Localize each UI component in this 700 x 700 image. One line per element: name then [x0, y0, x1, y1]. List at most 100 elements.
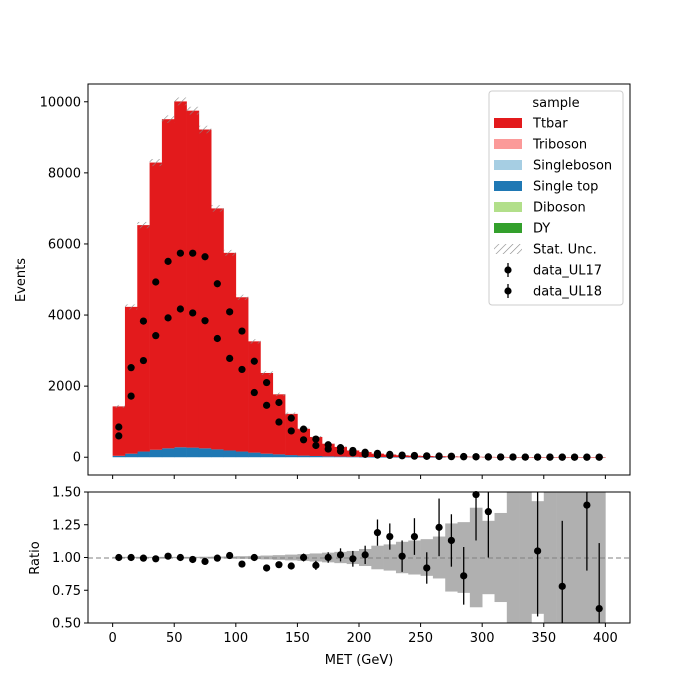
data-point-data_UL18 — [164, 314, 172, 322]
bar-ttbar — [198, 129, 212, 449]
bar-ttbar — [149, 162, 163, 450]
stat-unc-hatch — [260, 371, 273, 375]
data-point-data_UL18 — [324, 445, 332, 453]
ratio-point — [127, 553, 135, 562]
data-point-data_UL18 — [349, 449, 357, 457]
ratio-unc-bin — [568, 492, 582, 623]
stat-unc-hatch — [198, 125, 212, 134]
stat-unc-hatch — [186, 106, 199, 115]
x-axis-ticks-main — [112, 475, 606, 479]
bar-single-top — [272, 454, 286, 458]
data-point-data_UL17 — [312, 435, 320, 443]
bar-single-top — [211, 449, 224, 458]
stat-unc-hatch — [112, 404, 125, 408]
bar-single-top — [309, 455, 323, 458]
bar-ttbar — [186, 110, 200, 448]
ratio-y-tick-label: 1.50 — [52, 486, 81, 501]
ratio-unc-bin — [198, 556, 212, 559]
ratio-point — [423, 564, 431, 572]
data-point-data_UL18 — [299, 436, 308, 444]
ratio-point — [398, 552, 406, 560]
ratio-panel: 0.50 0.75 1.00 1.25 1.50 0 50 100 150 200 250 300 3… — [28, 486, 631, 668]
y-tick-label: 10000 — [40, 95, 81, 110]
ratio-unc-bin — [383, 544, 397, 571]
bar-ttbar — [174, 101, 187, 448]
main-histogram-panel: 0 2000 4000 6000 8000 10000 Events sample Ttb… — [14, 83, 631, 479]
stat-unc-hatch — [161, 115, 175, 124]
data-point-data_UL17 — [263, 378, 271, 387]
ratio-point — [349, 555, 357, 563]
ratio-point — [447, 536, 455, 545]
ratio-point — [534, 547, 542, 555]
stat-unc-hatch — [235, 294, 249, 300]
bar-single-top — [297, 455, 311, 458]
legend-label-single-top: Single top — [533, 180, 598, 195]
data-point-data_UL17 — [213, 280, 221, 288]
bar-single-top — [285, 455, 298, 458]
legend-label-singleboson: Singleboson — [533, 159, 612, 174]
ratio-point — [238, 560, 246, 568]
ratio-point — [460, 572, 468, 580]
ratio-point — [373, 529, 382, 537]
legend-label-ttbar: Ttbar — [532, 117, 568, 132]
ratio-point — [484, 508, 492, 516]
data-point-data_UL18 — [127, 392, 135, 400]
data-point-data_UL18 — [423, 452, 431, 460]
data-point-data_UL18 — [373, 451, 382, 459]
legend-label-data-ul17: data_UL17 — [533, 264, 602, 279]
bar-single-top — [322, 456, 335, 458]
data-point-data_UL18 — [386, 451, 394, 460]
x-tick-label: 350 — [531, 631, 556, 646]
y-tick-label: 6000 — [48, 237, 81, 252]
legend-label-diboson: Diboson — [533, 201, 586, 216]
data-point-data_UL18 — [250, 388, 258, 397]
ratio-unc-bin — [272, 555, 286, 560]
data-point-data_UL17 — [275, 398, 283, 407]
ratio-point — [139, 554, 148, 562]
legend-box — [488, 90, 624, 306]
ratio-point — [472, 491, 480, 499]
data-point-data_UL18 — [226, 354, 234, 363]
data-point-data_UL18 — [139, 356, 148, 365]
bar-single-top — [149, 449, 163, 458]
data-point-data_UL17 — [152, 278, 160, 286]
bar-ttbar — [112, 406, 126, 456]
y-tick-label: 4000 — [48, 309, 81, 324]
x-tick-label: 50 — [166, 631, 183, 646]
legend-swatch-diboson — [494, 202, 522, 212]
stat-unc-hatch — [248, 339, 261, 344]
data-point-data_UL18 — [534, 453, 542, 461]
data-point-data_UL18 — [509, 453, 517, 461]
y-axis-label-ratio: Ratio — [28, 541, 43, 574]
ratio-unc-bin — [432, 536, 446, 579]
data-point-data_UL17 — [226, 308, 234, 316]
ratio-point — [263, 564, 271, 572]
x-tick-label: 200 — [347, 631, 372, 646]
data-point-data_UL18 — [521, 453, 529, 461]
legend-marker-data-ul17 — [504, 266, 512, 274]
ratio-y-tick-label: 0.50 — [52, 617, 81, 632]
data-point-data_UL18 — [152, 332, 160, 340]
ratio-unc-bin — [519, 492, 532, 623]
bar-single-top — [186, 447, 200, 458]
data-point-data_UL17 — [287, 414, 295, 422]
x-tick-label: 0 — [108, 631, 116, 646]
stat-unc-hatch — [149, 158, 162, 167]
ratio-y-tick-label: 0.75 — [52, 584, 81, 599]
ratio-point — [386, 532, 394, 541]
ratio-point — [361, 551, 369, 559]
ratio-point — [595, 604, 603, 613]
bar-single-top — [174, 447, 187, 458]
bar-ttbar — [260, 372, 274, 454]
data-point-data_UL18 — [546, 453, 554, 461]
ratio-unc-bin — [408, 540, 421, 575]
ratio-point — [410, 532, 419, 541]
stat-unc-hatch — [223, 249, 236, 256]
data-point-data_UL17 — [127, 364, 135, 372]
data-point-data_UL18 — [201, 317, 209, 325]
stat-unc-hatch — [285, 412, 298, 416]
y-axis-label-main: Events — [14, 258, 29, 302]
bar-single-top — [124, 453, 138, 458]
data-point-data_UL17 — [139, 317, 148, 325]
